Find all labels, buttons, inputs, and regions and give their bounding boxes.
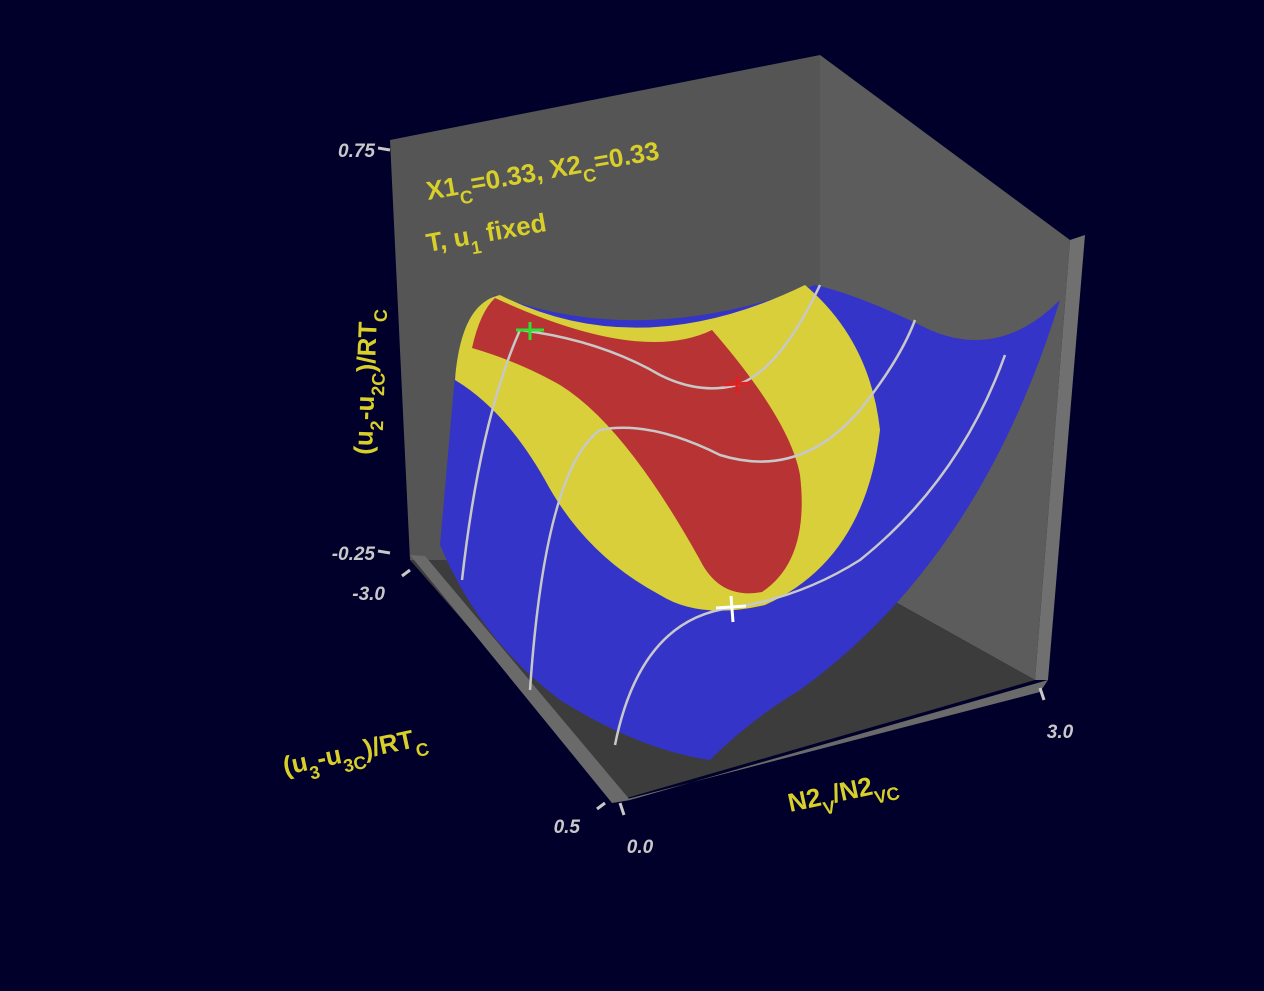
x-axis-label: N2V/N2VC: [785, 765, 902, 825]
annotation-sub: C: [582, 165, 598, 187]
tick-label: 0.0: [627, 837, 654, 858]
y-axis-label-sub: 2C: [368, 372, 389, 396]
annotation: X1C=0.33, X2C=0.33: [424, 135, 663, 213]
contour: [528, 319, 917, 691]
contour: [613, 354, 1007, 746]
z-axis-label-sub: 3: [308, 762, 322, 784]
contour: [519, 284, 822, 390]
z-axis-label-part: -u: [314, 739, 344, 773]
annotation-sub: C: [458, 186, 474, 208]
annotation-part: T, u: [424, 221, 472, 258]
tick-mark: [401, 568, 411, 578]
tick-mark: [1038, 687, 1046, 701]
tick-label: 0.75: [338, 141, 375, 162]
y-axis-label: (u2-u2C)/RTC: [348, 308, 391, 455]
tick-label: 3.0: [1047, 722, 1074, 743]
y-axis-label-part: )/RT: [351, 321, 383, 373]
marker-white: [715, 595, 747, 623]
tick-label: -3.0: [352, 584, 385, 605]
x-axis-label-sub: V: [821, 797, 837, 819]
contour: [460, 329, 522, 581]
marker-green: [516, 322, 544, 340]
y-axis-label-sub: 2: [367, 420, 387, 431]
tick-label: -0.25: [332, 544, 376, 565]
z-axis-label-sub: C: [414, 739, 431, 761]
x-axis-label-part: N2: [785, 782, 824, 818]
tick-mark: [377, 146, 391, 152]
tick-mark: [377, 549, 391, 555]
marker-red: [723, 376, 751, 394]
floor-edge: [410, 555, 630, 803]
z-axis-label: (u3-u3C)/RTC: [280, 721, 431, 789]
z-axis-label-sub: 3C: [342, 752, 369, 776]
surface-high: [472, 298, 802, 594]
annotation-sub: 1: [470, 237, 483, 258]
y-axis-label-part: (u: [348, 430, 379, 456]
z-axis-label-part: (u: [280, 746, 310, 780]
y-axis-label-part: -u: [349, 395, 380, 421]
y-axis-label-sub: C: [371, 309, 391, 323]
tick-mark: [596, 801, 606, 811]
tick-mark: [618, 802, 626, 816]
wall-edge: [1035, 235, 1085, 680]
annotation-part: X1: [424, 171, 461, 206]
tick-label: 0.5: [554, 817, 581, 838]
